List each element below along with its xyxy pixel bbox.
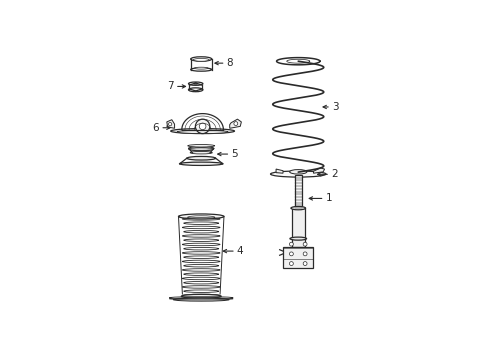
- Ellipse shape: [180, 162, 223, 166]
- Ellipse shape: [188, 216, 215, 219]
- Bar: [292, 208, 305, 247]
- Circle shape: [303, 262, 307, 266]
- Ellipse shape: [191, 68, 212, 71]
- Polygon shape: [167, 120, 174, 128]
- Ellipse shape: [194, 83, 197, 85]
- Circle shape: [290, 242, 294, 246]
- Text: 1: 1: [325, 193, 332, 203]
- Text: 3: 3: [332, 102, 339, 112]
- Ellipse shape: [195, 67, 208, 69]
- Ellipse shape: [270, 171, 326, 177]
- Polygon shape: [230, 119, 242, 128]
- Text: 4: 4: [237, 246, 244, 256]
- Ellipse shape: [177, 130, 228, 134]
- Text: 7: 7: [168, 81, 174, 91]
- Ellipse shape: [189, 88, 203, 92]
- Circle shape: [290, 252, 294, 256]
- Ellipse shape: [190, 152, 212, 154]
- Text: 5: 5: [231, 149, 238, 159]
- Ellipse shape: [171, 129, 235, 134]
- Circle shape: [303, 242, 307, 246]
- Ellipse shape: [178, 214, 224, 219]
- Polygon shape: [276, 169, 283, 173]
- FancyBboxPatch shape: [283, 247, 314, 268]
- Circle shape: [199, 123, 206, 130]
- Circle shape: [196, 119, 210, 134]
- Circle shape: [290, 262, 294, 266]
- Bar: [294, 175, 302, 208]
- Circle shape: [303, 252, 307, 256]
- Ellipse shape: [194, 148, 209, 150]
- Circle shape: [234, 122, 238, 126]
- Ellipse shape: [188, 144, 215, 147]
- Text: 6: 6: [153, 123, 159, 133]
- Ellipse shape: [181, 294, 221, 298]
- Ellipse shape: [189, 82, 203, 85]
- Polygon shape: [314, 168, 324, 173]
- Ellipse shape: [291, 207, 306, 210]
- Ellipse shape: [189, 148, 214, 150]
- Text: 2: 2: [331, 169, 338, 179]
- Text: 8: 8: [226, 58, 233, 68]
- Ellipse shape: [290, 170, 307, 174]
- Circle shape: [169, 122, 172, 126]
- Ellipse shape: [194, 58, 209, 61]
- Ellipse shape: [191, 57, 212, 61]
- Ellipse shape: [189, 146, 214, 151]
- Ellipse shape: [290, 237, 307, 240]
- Ellipse shape: [173, 298, 229, 301]
- Ellipse shape: [187, 157, 216, 160]
